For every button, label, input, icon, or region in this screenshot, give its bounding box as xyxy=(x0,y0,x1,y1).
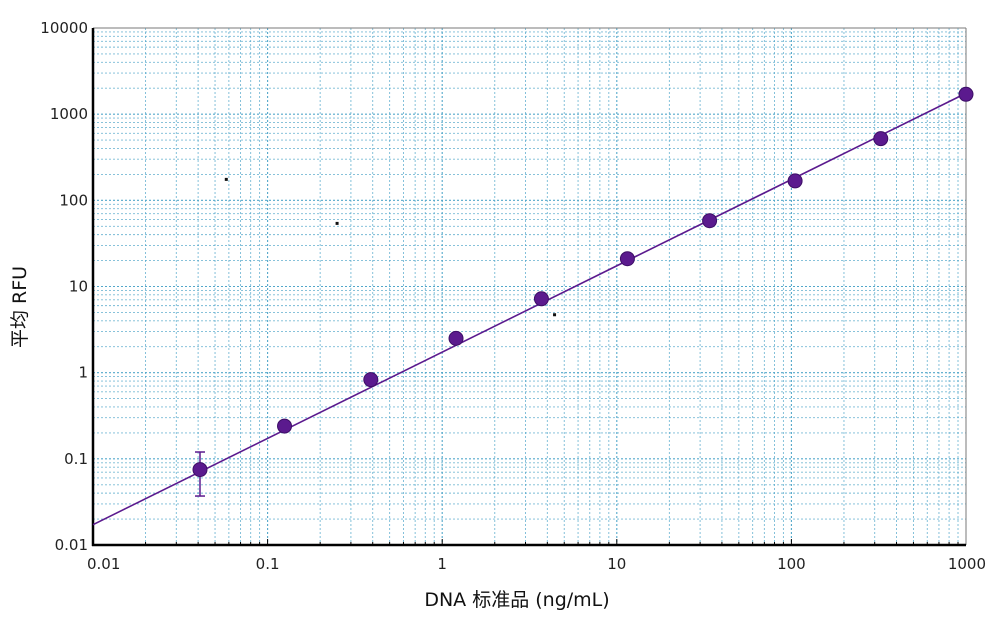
plot-frame xyxy=(91,27,967,547)
data-point xyxy=(448,330,464,346)
x-tick-label: 1 xyxy=(437,555,447,573)
y-tick-label: 10000 xyxy=(40,19,88,37)
y-axis-title: 平均 RFU xyxy=(9,266,31,348)
x-tick-label: 0.1 xyxy=(256,555,280,573)
data-point xyxy=(533,291,549,307)
data-point xyxy=(702,213,718,229)
x-tick-label: 1000 xyxy=(948,555,986,573)
y-tick-label: 0.1 xyxy=(64,450,88,468)
data-point xyxy=(958,86,974,102)
fit-line-path xyxy=(92,92,967,526)
y-tick-label: 1 xyxy=(78,364,88,382)
x-tick-label: 10 xyxy=(607,555,626,573)
stray-marks xyxy=(224,177,557,317)
data-point xyxy=(363,372,379,388)
y-tick-labels: 0.01 0.1 1 10 100 1000 10000 xyxy=(40,19,88,554)
data-point xyxy=(277,418,293,434)
stray-mark xyxy=(224,177,228,181)
y-tick-label: 0.01 xyxy=(55,536,88,554)
x-tick-labels: 0.01 0.1 1 10 100 1000 xyxy=(87,555,986,573)
y-tick-label: 100 xyxy=(59,191,88,209)
data-points xyxy=(192,86,974,497)
fit-line xyxy=(92,92,967,526)
stray-mark xyxy=(553,313,557,317)
x-tick-label: 0.01 xyxy=(87,555,120,573)
x-tick-label: 100 xyxy=(777,555,806,573)
data-point xyxy=(787,173,803,189)
y-tick-label: 10 xyxy=(69,278,88,296)
data-point xyxy=(873,131,889,147)
grid xyxy=(92,28,966,546)
data-point xyxy=(619,251,635,267)
y-tick-label: 1000 xyxy=(50,105,88,123)
stray-mark xyxy=(335,221,339,225)
x-axis-title: DNA 标准品 (ng/mL) xyxy=(424,589,609,611)
data-point xyxy=(192,462,208,478)
